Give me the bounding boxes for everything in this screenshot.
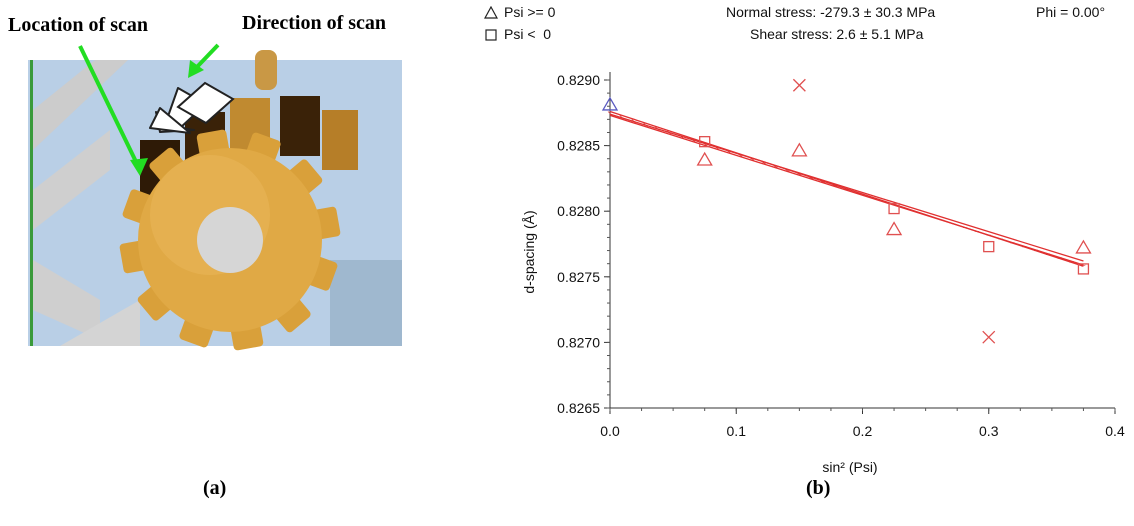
fit-band-hatch [1069, 260, 1074, 263]
fit-band-hatch [868, 196, 873, 198]
fit-band-hatch [892, 204, 897, 206]
fit-band-hatch [856, 192, 861, 195]
fit-band-hatch [738, 153, 743, 157]
gear-bore [197, 207, 263, 273]
fit-band-hatch [666, 130, 672, 135]
x-tick-label: 0.0 [600, 423, 620, 439]
square-point [983, 240, 995, 253]
fit-band-hatch [643, 122, 648, 127]
x-tick-label: 0.4 [1105, 423, 1125, 439]
fit-line [609, 114, 1084, 266]
square-point [888, 202, 900, 215]
caption-a: (a) [203, 477, 227, 499]
direction-arrow-icon [149, 81, 235, 134]
x-tick-label: 0.2 [853, 423, 873, 439]
y-tick-label: 0.8275 [557, 269, 600, 285]
fit-band-hatch [797, 173, 802, 176]
chevron-shape [60, 300, 140, 346]
fit-band-hatch [726, 149, 731, 154]
y-tick-label: 0.8270 [557, 334, 600, 350]
y-tick-label: 0.8285 [557, 138, 600, 154]
fit-band-hatch [619, 115, 625, 120]
triangle-point [1075, 239, 1092, 254]
legend-triangle-icon [484, 6, 498, 19]
panel-a: Location of scan Direction of scan (a) [0, 0, 470, 526]
triangle-point [601, 96, 619, 111]
chevron-shape [33, 130, 110, 230]
fit-band-hatch [1034, 249, 1039, 252]
fit-band-hatch [631, 119, 636, 124]
fit-band-hatch [702, 142, 707, 146]
y-tick-label: 0.8280 [557, 203, 600, 219]
fit-band-hatch [1057, 257, 1062, 259]
phi-label: Phi = 0.00° [1036, 4, 1106, 20]
fit-line [609, 113, 1084, 262]
fit-band-hatch [761, 161, 767, 165]
x-tick-label: 0.1 [727, 423, 747, 439]
fit-band-hatch [1022, 245, 1027, 248]
square-point [1077, 263, 1090, 275]
legend-label-psi-positive: Psi >= 0 [504, 4, 556, 20]
fit-band-hatch [607, 111, 613, 116]
x-axis-label: sin² (Psi) [822, 459, 877, 475]
direction-pointer-line [194, 43, 220, 70]
fit-band-hatch [714, 146, 719, 150]
fit-band-hatch [903, 207, 908, 210]
triangle-point [696, 151, 713, 166]
direction-of-scan-label: Direction of scan [242, 12, 387, 34]
triangle-point [791, 142, 808, 157]
fit-band-hatch [820, 180, 826, 184]
fit-band-hatch [678, 134, 684, 139]
legend-label-psi-negative: Psi < 0 [504, 26, 552, 42]
legend-square-icon [485, 29, 497, 41]
x-tick-label: 0.3 [979, 423, 999, 439]
fit-band-hatch [844, 188, 849, 191]
location-of-scan-label: Location of scan [8, 14, 148, 36]
fit-band-hatch [1045, 253, 1050, 255]
cross-point [982, 330, 996, 344]
square-point [699, 136, 711, 148]
chevron-shape [33, 60, 128, 150]
triangle-point [885, 221, 903, 236]
fit-band-hatch [655, 126, 660, 131]
chevron-shape [33, 260, 100, 340]
y-tick-label: 0.8265 [557, 400, 600, 416]
cross-point [792, 78, 806, 92]
fit-band-hatch [690, 138, 696, 142]
fit-band-hatch [785, 169, 790, 172]
shear-stress-label: Shear stress: 2.6 ± 5.1 MPa [750, 26, 924, 42]
location-pointer-line [78, 45, 142, 171]
fit-band-hatch [749, 157, 755, 161]
fit-band-hatch [773, 165, 778, 169]
fit-band-hatch [832, 184, 837, 187]
caption-b: (b) [806, 477, 831, 499]
direction-pointer-arrowhead [188, 60, 204, 78]
fit-band-hatch [880, 200, 885, 202]
panel-b: Psi >= 0 Psi < 0 Normal stress: -279.3 ±… [470, 0, 1134, 526]
gear-photo [28, 43, 402, 351]
photo-vertical-line [30, 60, 33, 346]
fit-band-hatch [1081, 264, 1086, 267]
fit-band-hatch [809, 177, 814, 180]
photo-shade [330, 260, 402, 346]
y-tick-label: 0.8290 [557, 72, 600, 88]
fit-band-hatch [1010, 242, 1015, 244]
y-axis-label: d-spacing (Å) [521, 210, 537, 293]
stress-chart: 0.8265 0.8270 0.8275 0.8280 0.8285 0.8290 0.0 0… [521, 72, 1125, 475]
location-pointer-arrowhead [130, 158, 148, 176]
normal-stress-label: Normal stress: -279.3 ± 30.3 MPa [726, 4, 936, 20]
fit-band-hatch [915, 211, 920, 213]
